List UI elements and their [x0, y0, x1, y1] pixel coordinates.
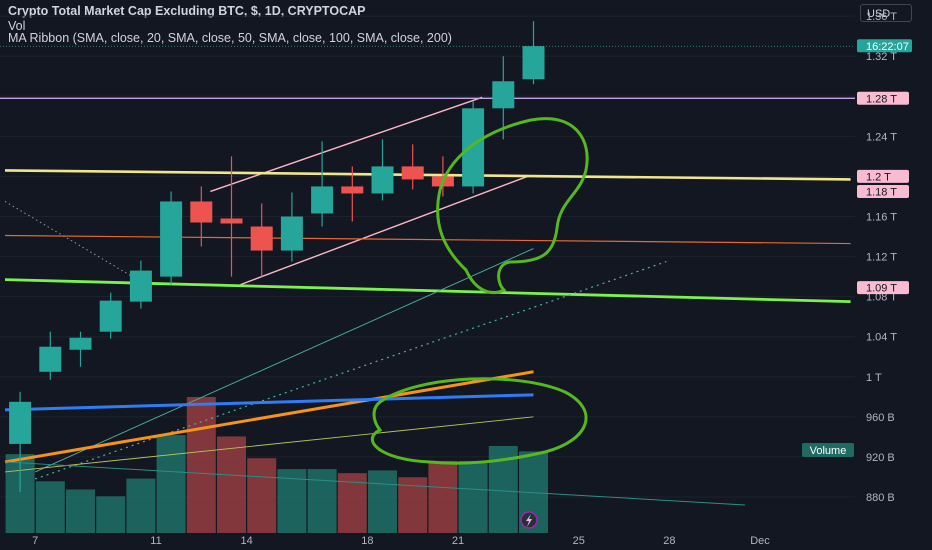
volume-bar — [96, 496, 126, 533]
candle-body — [250, 226, 273, 251]
lightning-icon[interactable] — [520, 511, 538, 529]
volume-bar — [156, 435, 186, 533]
candle-body — [401, 166, 424, 180]
volume-bar — [35, 481, 65, 533]
y-tick-label: 1.16 T — [866, 211, 897, 223]
candle-body — [462, 108, 485, 187]
candle-body — [190, 201, 213, 223]
candle-body — [220, 218, 243, 224]
x-tick-label: 18 — [361, 535, 373, 547]
candle-body — [9, 401, 32, 444]
price-label: 1.09 T — [866, 283, 897, 295]
candle-body — [341, 186, 364, 194]
pink-channel-lower-line — [240, 175, 528, 286]
price-label-box — [857, 91, 909, 105]
volume-legend-label: Volume — [810, 445, 847, 457]
last-price-badge — [857, 39, 912, 53]
ma-ribbon-indicator-label[interactable]: MA Ribbon (SMA, close, 20, SMA, close, 5… — [8, 31, 452, 45]
y-tick-label: 1.36 T — [866, 11, 897, 23]
candle-body — [69, 337, 92, 350]
grey-descending-line — [4, 461, 745, 506]
y-tick-label: 1 T — [866, 372, 882, 384]
orange-line-line — [4, 234, 851, 245]
candle-body — [99, 300, 122, 332]
x-tick-label: 28 — [663, 535, 675, 547]
volume-bar — [368, 470, 397, 533]
price-label: 1.18 T — [866, 186, 897, 198]
volume-bar — [186, 397, 216, 533]
x-tick-label: 25 — [573, 535, 585, 547]
pink-channel-upper-line — [210, 96, 483, 193]
x-tick-label: 21 — [452, 535, 464, 547]
x-tick-label: Dec — [750, 535, 770, 547]
annotation-circle-price — [436, 117, 589, 294]
chart-title: Crypto Total Market Cap Excluding BTC, $… — [8, 4, 366, 18]
candle-body — [280, 216, 303, 251]
price-label: 1.2 T — [866, 171, 891, 183]
y-tick-label: 920 B — [866, 452, 895, 464]
price-label-box — [857, 281, 909, 295]
ma-yellow-thin-line — [4, 416, 534, 473]
volume-bar — [307, 469, 337, 533]
candle-body — [371, 166, 394, 194]
volume-bar — [66, 489, 95, 533]
candle-body — [39, 346, 62, 372]
volume-indicator-label[interactable]: Vol — [8, 19, 26, 33]
x-tick-label: 11 — [150, 535, 161, 547]
last-price-time: 16:22:07 — [866, 41, 909, 53]
volume-bar — [217, 436, 246, 533]
candle-body — [129, 270, 152, 302]
x-tick-label: 7 — [32, 535, 38, 547]
candle-body — [311, 186, 334, 214]
price-label: 1.28 T — [866, 93, 897, 105]
price-label-box — [857, 184, 909, 198]
y-tick-label: 1.32 T — [866, 51, 897, 63]
y-tick-label: 1.24 T — [866, 131, 897, 143]
y-tick-label: 1.12 T — [866, 252, 897, 264]
y-tick-label: 880 B — [866, 492, 895, 504]
currency-button[interactable]: USD — [860, 4, 912, 22]
y-tick-label: 1.08 T — [866, 292, 897, 304]
thin-teal-ma-line — [35, 248, 534, 473]
volume-legend-box — [802, 443, 854, 457]
yellow-line-line — [4, 169, 851, 181]
ma-orange-line — [4, 370, 534, 464]
candle-body — [522, 46, 545, 80]
candle-body — [160, 201, 183, 277]
lightning-icon-bolt — [526, 514, 532, 527]
volume-bar — [277, 469, 307, 533]
y-tick-label: 960 B — [866, 412, 895, 424]
volume-bar — [428, 460, 458, 533]
volume-bar — [126, 478, 156, 533]
dotted-grey-line — [4, 201, 142, 283]
volume-bar — [458, 460, 488, 533]
y-tick-label: 1.04 T — [866, 332, 897, 344]
annotation-circle-volume — [370, 377, 588, 465]
x-tick-label: 14 — [240, 535, 252, 547]
price-label-box — [857, 169, 909, 183]
candle-body — [492, 81, 515, 109]
ma-blue-line — [4, 393, 534, 412]
volume-bar — [247, 458, 277, 533]
